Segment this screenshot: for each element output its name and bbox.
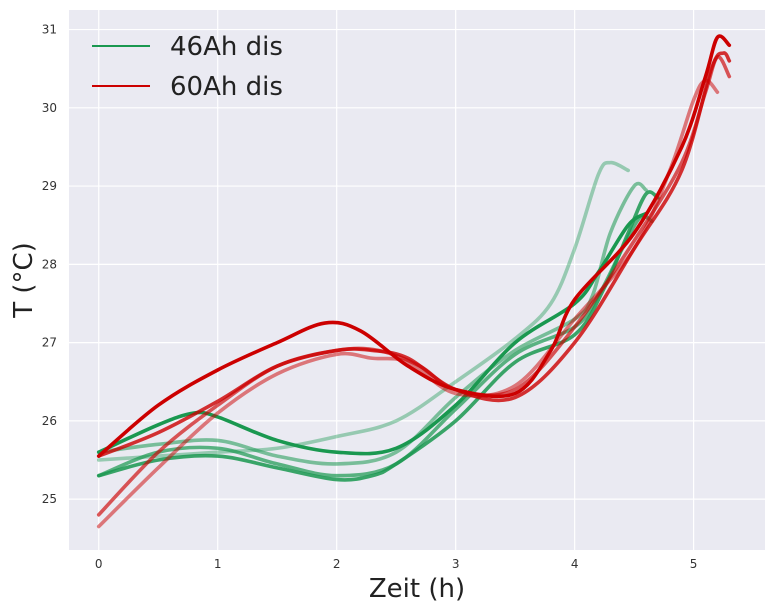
series-line-60ah-8	[96, 34, 732, 458]
tick-labels: 0 1 2 3 4 5 25 26 27 28 29 30 31	[42, 23, 698, 571]
series-line-60ah-5	[96, 78, 720, 529]
y-tick-label: 28	[42, 257, 57, 271]
x-tick-label: 4	[571, 557, 579, 571]
series-line-46ah-1	[96, 181, 648, 466]
x-tick-label: 3	[452, 557, 460, 571]
y-tick-label: 30	[42, 101, 57, 115]
y-tick-label: 25	[42, 492, 57, 506]
x-tick-label: 1	[214, 557, 222, 571]
series-lines	[96, 34, 732, 529]
y-tick-label: 27	[42, 336, 57, 350]
legend-label: 46Ah dis	[170, 32, 283, 62]
x-tick-label: 0	[95, 557, 103, 571]
series-line-60ah-7	[96, 51, 732, 458]
y-tick-label: 29	[42, 179, 57, 193]
y-tick-label: 31	[42, 23, 57, 37]
series-line-46ah-0	[96, 160, 630, 462]
x-tick-label: 5	[690, 557, 698, 571]
legend-label: 60Ah dis	[170, 72, 283, 102]
y-tick-label: 26	[42, 414, 57, 428]
plot-background	[69, 10, 765, 550]
legend: 46Ah dis 60Ah dis	[92, 32, 283, 102]
x-tick-label: 2	[333, 557, 341, 571]
x-axis-label: Zeit (h)	[369, 574, 465, 604]
series-line-46ah-3	[96, 190, 660, 482]
y-axis-label: T (°C)	[9, 242, 39, 319]
